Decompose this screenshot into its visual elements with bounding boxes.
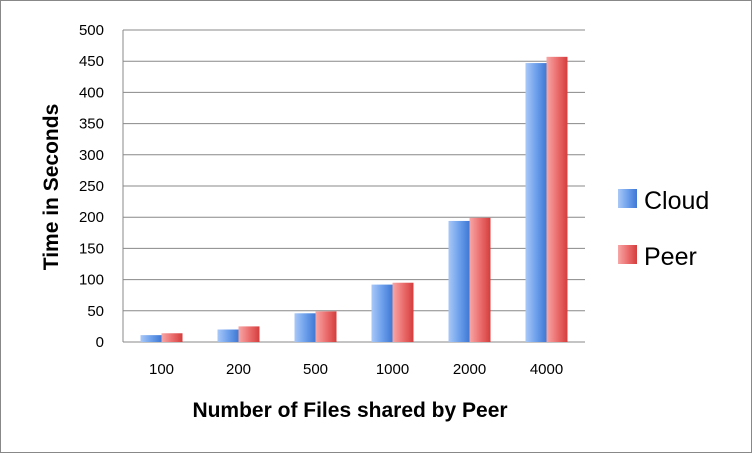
legend-swatch-cloud <box>618 189 637 208</box>
x-tick-label: 200 <box>226 361 251 378</box>
y-tick-label: 150 <box>79 240 104 257</box>
x-tick-label: 100 <box>149 361 174 378</box>
y-axis-tick-labels: 0 50 100 150 200 250 300 350 400 450 500 <box>79 22 104 351</box>
gridlines <box>122 29 585 343</box>
bar-peer-100 <box>161 333 183 342</box>
y-tick-label: 450 <box>79 53 104 70</box>
legend-label-peer: Peer <box>644 243 697 271</box>
bar-peer-2000 <box>469 217 491 342</box>
bar-cloud-2000 <box>448 220 470 342</box>
y-axis-title: Time in Seconds <box>40 104 63 271</box>
y-tick-label: 250 <box>79 178 104 195</box>
bar-cloud-4000 <box>525 63 547 343</box>
bar-peer-200 <box>238 326 260 342</box>
legend-label-cloud: Cloud <box>644 187 709 215</box>
bars <box>140 56 568 343</box>
x-tick-label: 4000 <box>530 361 563 378</box>
y-tick-label: 350 <box>79 116 104 133</box>
legend-swatch-peer <box>618 245 637 264</box>
y-tick-label: 200 <box>79 209 104 226</box>
bar-cloud-500 <box>294 313 316 342</box>
x-tick-label: 1000 <box>376 361 409 378</box>
x-axis-tick-labels: 100 200 500 1000 2000 4000 <box>149 361 563 378</box>
bar-peer-1000 <box>392 282 414 342</box>
bar-peer-500 <box>315 311 337 342</box>
y-tick-label: 400 <box>79 84 104 101</box>
legend: Cloud Peer <box>618 187 709 271</box>
y-tick-label: 500 <box>79 22 104 39</box>
y-tick-label: 50 <box>87 303 104 320</box>
y-tick-label: 300 <box>79 147 104 164</box>
x-axis-title: Number of Files shared by Peer <box>192 399 507 422</box>
bar-cloud-200 <box>217 329 239 342</box>
x-tick-label: 2000 <box>453 361 486 378</box>
y-tick-label: 0 <box>96 334 104 351</box>
y-tick-label: 100 <box>79 272 104 289</box>
x-tick-label: 500 <box>303 361 328 378</box>
bar-peer-4000 <box>546 56 568 342</box>
bar-cloud-1000 <box>371 284 393 342</box>
bar-cloud-100 <box>140 335 162 342</box>
